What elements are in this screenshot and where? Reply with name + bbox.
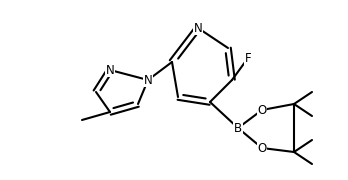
Text: N: N	[144, 73, 152, 87]
Text: N: N	[193, 21, 203, 35]
Text: O: O	[258, 103, 267, 116]
Text: F: F	[245, 51, 251, 64]
Text: B: B	[234, 122, 242, 134]
Text: N: N	[106, 64, 114, 76]
Text: O: O	[258, 141, 267, 154]
